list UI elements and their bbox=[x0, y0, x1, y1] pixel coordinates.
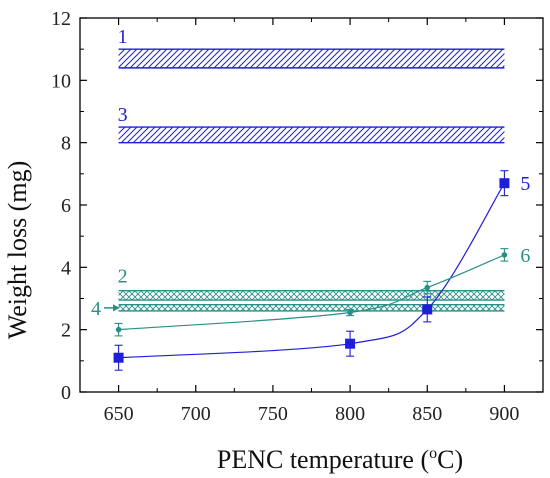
x-axis-title-main: PENC temperature ( bbox=[217, 445, 429, 474]
band-label-3: 3 bbox=[118, 104, 128, 126]
series-5-point-0 bbox=[113, 352, 124, 363]
band-label-2: 2 bbox=[118, 266, 128, 288]
series-6-point-1 bbox=[347, 309, 353, 316]
bands-layer: 1 3 24 bbox=[91, 26, 505, 320]
series-5-point-2 bbox=[422, 304, 433, 315]
series-5-point-1 bbox=[345, 338, 356, 349]
x-axis-title: PENC temperature (oC) bbox=[217, 445, 463, 474]
y-tick-label-12: 12 bbox=[51, 8, 71, 30]
series-5-curve bbox=[118, 182, 505, 359]
y-tick-label-8: 8 bbox=[61, 133, 71, 155]
x-tick-label-800: 800 bbox=[335, 403, 365, 425]
series-5-point-3 bbox=[499, 178, 510, 189]
band-label-1: 1 bbox=[118, 26, 128, 48]
x-tick-label-750: 750 bbox=[258, 403, 288, 425]
y-axis-title: Weight loss (mg) bbox=[3, 161, 32, 339]
series-6-point-0 bbox=[115, 326, 122, 333]
x-tick-label-900: 900 bbox=[489, 403, 519, 425]
band-1 bbox=[118, 49, 505, 68]
y-tick-label-4: 4 bbox=[61, 257, 71, 279]
band-4-arrow-head bbox=[113, 304, 120, 312]
x-tick-label-700: 700 bbox=[181, 403, 211, 425]
y-tick-label-10: 10 bbox=[51, 70, 71, 92]
series-6-curve bbox=[118, 254, 505, 331]
series-6-point-2 bbox=[424, 284, 431, 291]
x-tick-label-650: 650 bbox=[104, 403, 134, 425]
y-tick-label-0: 0 bbox=[61, 382, 71, 404]
x-tick-label-850: 850 bbox=[412, 403, 442, 425]
x-axis-title-unit: C) bbox=[437, 445, 463, 474]
x-axis-title-degree: o bbox=[429, 445, 437, 462]
band-4 bbox=[118, 304, 505, 311]
plot-frame bbox=[79, 17, 544, 393]
band-2 bbox=[118, 290, 505, 301]
series-6-point-3 bbox=[501, 252, 508, 258]
series-label-5: 5 bbox=[520, 173, 530, 195]
y-tick-label-2: 2 bbox=[61, 320, 71, 342]
series-label-6: 6 bbox=[520, 245, 530, 267]
y-tick-label-6: 6 bbox=[61, 195, 71, 217]
series-layer: 56 bbox=[113, 170, 530, 371]
band-3 bbox=[118, 127, 505, 143]
band-label-4: 4 bbox=[91, 298, 101, 320]
